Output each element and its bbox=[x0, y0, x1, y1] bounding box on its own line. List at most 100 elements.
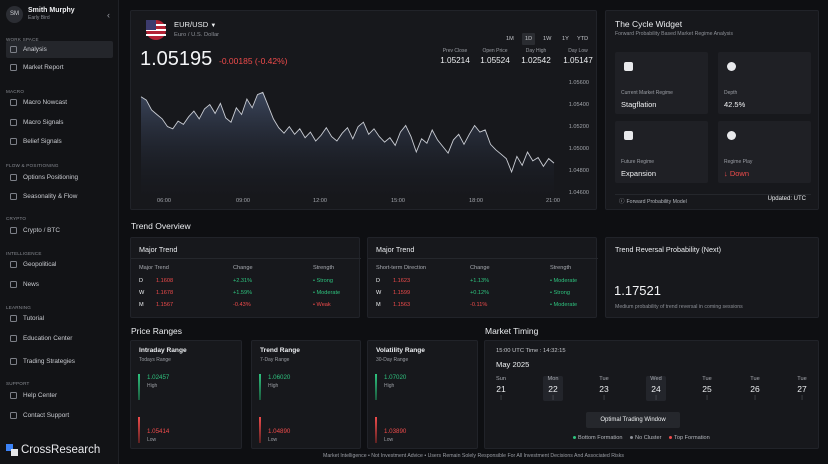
user-role: Early Bird bbox=[28, 15, 50, 21]
range-subtitle: Todays Range bbox=[139, 357, 171, 363]
range-high-label: High bbox=[147, 383, 158, 389]
range-low-value: 1.03890 bbox=[384, 428, 407, 435]
pair-symbol[interactable]: EUR/USD bbox=[174, 20, 209, 29]
strength-label: Strong bbox=[553, 290, 570, 296]
sidebar-item-crypto-btc[interactable]: Crypto / BTC bbox=[6, 222, 113, 239]
nav-icon bbox=[10, 315, 17, 322]
stat-day-high: Day High 1.02542 bbox=[519, 48, 553, 65]
range-low-label: Low bbox=[268, 437, 278, 443]
nav-icon bbox=[10, 227, 17, 234]
strength-dot-icon: • bbox=[550, 278, 554, 284]
stat-label: Open Price bbox=[482, 48, 508, 54]
price-chart-panel: EUR/USD ▼ Euro / U.S. Dollar 1.05195 -0.… bbox=[130, 10, 597, 210]
range-card-intraday-range: Intraday Range Todays Range 1.02457 High 1.0… bbox=[130, 340, 242, 449]
sidebar-item-label: Contact Support bbox=[23, 412, 70, 419]
row-value: 1.1678 bbox=[156, 290, 174, 296]
range-low-value: 1.05414 bbox=[147, 428, 170, 435]
calendar-day[interactable]: Tue 23 | bbox=[594, 376, 614, 401]
timeframe-1m[interactable]: 1M bbox=[506, 36, 514, 42]
day-tick-icon: | bbox=[801, 395, 803, 401]
table-header: Change bbox=[470, 265, 490, 271]
nav-icon bbox=[10, 174, 17, 181]
sidebar-item-help-center[interactable]: Help Center bbox=[6, 387, 113, 404]
sidebar-item-seasonality-flow[interactable]: Seasonality & Flow bbox=[6, 188, 113, 205]
table-row: M 1.1563 -0.11% • Moderate bbox=[368, 302, 598, 312]
calendar-day[interactable]: Mon 22 | bbox=[543, 376, 563, 401]
trend-overview-title: Trend Overview bbox=[131, 221, 191, 231]
major-trend-card: Major Trend Major Trend Change Strength D 1.… bbox=[130, 237, 361, 318]
user-profile[interactable]: SM Smith Murphy Early Bird bbox=[0, 0, 118, 28]
range-low-label: Low bbox=[384, 437, 394, 443]
sidebar-item-tutorial[interactable]: Tutorial bbox=[6, 310, 113, 327]
nav-icon bbox=[10, 99, 17, 106]
price-area-chart[interactable] bbox=[131, 11, 598, 211]
calendar-day[interactable]: Wed 24 | bbox=[646, 376, 666, 401]
sidebar-item-geopolitical[interactable]: Geopolitical bbox=[6, 256, 113, 273]
sidebar-section-4: Intelligence bbox=[6, 251, 42, 256]
table-header: Major Trend bbox=[139, 265, 169, 271]
range-subtitle: 30-Day Range bbox=[376, 357, 409, 363]
sidebar-item-contact-support[interactable]: Contact Support bbox=[6, 407, 113, 424]
chevron-down-icon[interactable]: ▼ bbox=[210, 23, 217, 29]
calendar-day[interactable]: Tue 25 | bbox=[697, 376, 717, 401]
sidebar-item-market-report[interactable]: Market Report bbox=[6, 59, 113, 76]
sidebar-item-macro-nowcast[interactable]: Macro Nowcast bbox=[6, 94, 113, 111]
cycle-card-value: Stagflation bbox=[621, 100, 657, 109]
sidebar-item-education-center[interactable]: Education Center bbox=[6, 330, 113, 347]
nav-icon bbox=[10, 46, 17, 53]
logo: CrossResearch bbox=[6, 444, 100, 456]
calendar-day[interactable]: Tue 26 | bbox=[745, 376, 765, 401]
us-flag-icon bbox=[146, 20, 166, 40]
x-tick-label: 12:00 bbox=[313, 198, 327, 204]
calendar-day[interactable]: Sun 21 | bbox=[491, 376, 511, 401]
timeframe-1y[interactable]: 1Y bbox=[562, 36, 569, 42]
sidebar-item-news[interactable]: News bbox=[6, 276, 113, 293]
calendar-day[interactable]: Tue 27 | bbox=[792, 376, 812, 401]
row-value: 1.1599 bbox=[393, 290, 411, 296]
stat-value: 1.05524 bbox=[480, 56, 510, 65]
timeframe-1w[interactable]: 1W bbox=[543, 36, 552, 42]
sidebar-item-label: News bbox=[23, 281, 39, 288]
table-row: D 1.1623 +1.13% • Moderate bbox=[368, 278, 598, 288]
range-high-label: High bbox=[268, 383, 279, 389]
strength-dot-icon: • bbox=[550, 302, 554, 308]
day-tick-icon: | bbox=[655, 395, 657, 401]
optimal-window-button[interactable]: Optimal Trading Window bbox=[586, 412, 680, 428]
sidebar-item-trading-strategies[interactable]: Trading Strategies bbox=[6, 353, 113, 370]
table-header: Strength bbox=[313, 265, 335, 271]
sidebar-section-6: Support bbox=[6, 381, 30, 386]
market-timing-card: 15:00 UTC Time : 14:32:15 May 2025 Sun 21… bbox=[484, 340, 819, 449]
sidebar-section-3: Crypto bbox=[6, 216, 27, 221]
sidebar-item-macro-signals[interactable]: Macro Signals bbox=[6, 114, 113, 131]
range-title: Intraday Range bbox=[139, 347, 187, 354]
sidebar-section-2: Flow & Positioning bbox=[6, 163, 59, 168]
y-tick-label: 1.05200 bbox=[568, 123, 589, 130]
sidebar-item-label: Tutorial bbox=[23, 315, 45, 322]
strength-label: Moderate bbox=[553, 278, 578, 284]
nav-icon bbox=[10, 335, 17, 342]
strength-label: Moderate bbox=[553, 302, 578, 308]
sidebar-item-label: Analysis bbox=[23, 46, 47, 53]
row-change: -0.43% bbox=[233, 302, 251, 308]
day-of-week: Tue bbox=[702, 376, 712, 382]
sidebar-item-belief-signals[interactable]: Belief Signals bbox=[6, 133, 113, 150]
row-timeframe: W bbox=[376, 290, 382, 296]
sidebar-item-label: Belief Signals bbox=[23, 138, 62, 145]
day-tick-icon: | bbox=[706, 395, 708, 401]
cycle-card-value: ↓ Down bbox=[724, 169, 750, 178]
row-strength: • Strong bbox=[313, 278, 333, 284]
cycle-title: The Cycle Widget bbox=[615, 19, 683, 29]
pair-name: Euro / U.S. Dollar bbox=[174, 32, 220, 38]
timeframe-ytd[interactable]: YTD bbox=[577, 36, 589, 42]
nav-icon bbox=[10, 392, 17, 399]
collapse-sidebar-icon[interactable]: ‹ bbox=[107, 10, 110, 20]
sidebar-item-options-positioning[interactable]: Options Positioning bbox=[6, 169, 113, 186]
reversal-card: Trend Reversal Probability (Next) 1.1752… bbox=[605, 237, 819, 318]
timeframe-1d[interactable]: 1D bbox=[522, 33, 536, 45]
updated-label: Updated: UTC bbox=[767, 196, 806, 202]
stat-day-low: Day Low 1.05147 bbox=[561, 48, 595, 65]
row-change: +1.13% bbox=[470, 278, 490, 284]
range-low-value: 1.04890 bbox=[268, 428, 291, 435]
cycle-card-label: Depth bbox=[724, 90, 738, 96]
sidebar-item-analysis[interactable]: Analysis bbox=[6, 41, 113, 58]
